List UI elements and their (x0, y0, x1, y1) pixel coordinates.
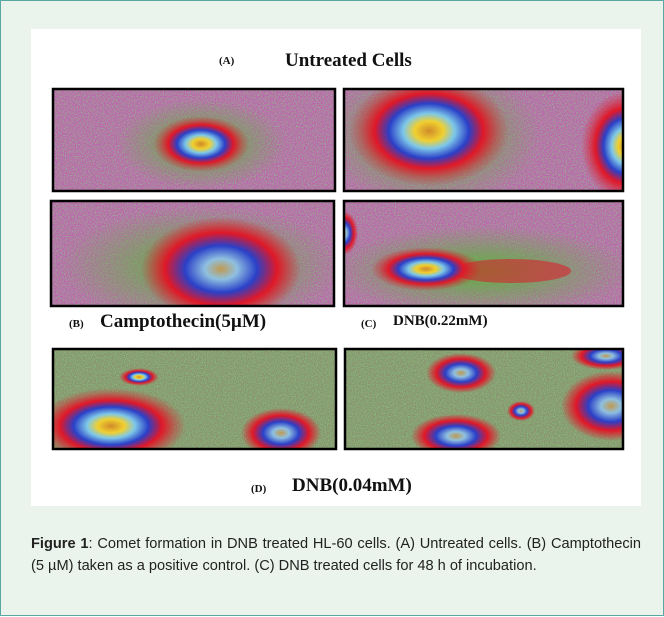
caption-text: : Comet formation in DNB treated HL-60 c… (31, 536, 641, 574)
panel-image (345, 342, 661, 458)
panel-title: Untreated Cells (285, 50, 412, 72)
panel-image (321, 66, 664, 206)
panel-title: DNB(0.22mM) (393, 313, 488, 330)
panel-tag: (A) (219, 55, 234, 67)
panel-image (36, 349, 336, 464)
panel-title: DNB(0.04mM) (292, 475, 412, 497)
panel-image (53, 89, 335, 191)
caption-label: Figure 1 (31, 536, 89, 552)
panel-title: Camptothecin(5µM) (100, 311, 266, 333)
panel-tag: (C) (361, 318, 376, 330)
comet-images (1, 1, 664, 617)
panel-tag: (B) (69, 318, 84, 330)
panel-tag: (D) (251, 483, 266, 495)
page: (A) Untreated Cells (B) Camptothecin(5µM… (0, 0, 664, 616)
panel-image (330, 201, 631, 316)
caption: Figure 1: Comet formation in DNB treated… (31, 533, 641, 577)
